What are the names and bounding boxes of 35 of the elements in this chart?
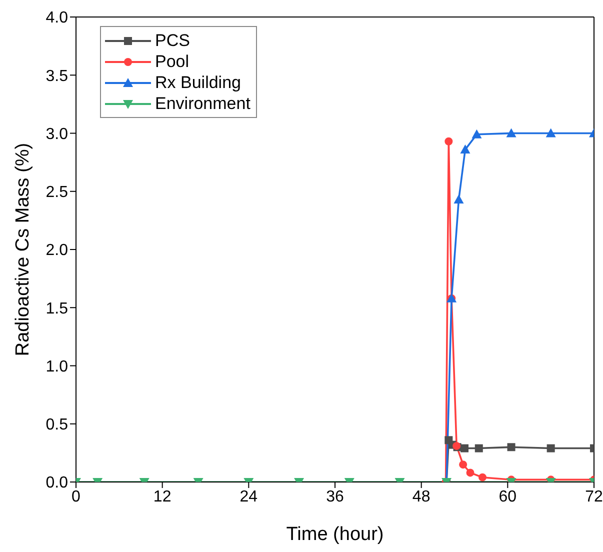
y-tick-label: 3.5 (46, 68, 68, 85)
y-axis-title: Radioactive Cs Mass (%) (12, 142, 34, 356)
y-tick-label: 3.0 (46, 126, 68, 143)
point (460, 144, 470, 154)
x-tick-label: 12 (153, 488, 172, 506)
y-tick-label: 1.5 (46, 300, 68, 318)
x-tick-label: 48 (412, 488, 430, 506)
x-axis-title: Time (hour) (286, 524, 384, 545)
point (478, 473, 486, 482)
x-tick-label: 72 (585, 488, 603, 506)
point (546, 444, 555, 452)
legend-label: Rx Building (155, 72, 241, 93)
point (472, 129, 482, 138)
point (546, 128, 556, 138)
point (444, 137, 453, 146)
y-tick-label: 4.0 (46, 10, 68, 27)
y-tick-label: 2.0 (46, 242, 68, 260)
x-tick-label: 60 (498, 488, 517, 506)
point (454, 194, 464, 204)
point (460, 444, 468, 452)
legend-label: Environment (155, 93, 250, 114)
point (507, 443, 516, 452)
point (459, 460, 468, 469)
legend-label: PCS (155, 30, 190, 51)
point (474, 444, 483, 452)
y-tick-label: 0.0 (46, 474, 68, 492)
legend-label: Pool (155, 51, 190, 72)
x-tick-label: 24 (240, 488, 258, 506)
y-tick-label: 0.5 (46, 416, 68, 434)
point (506, 128, 516, 138)
x-tick-label: 36 (326, 488, 344, 506)
x-tick-label: 0 (72, 488, 81, 506)
y-tick-label: 1.0 (46, 358, 68, 376)
y-tick-label: 2.5 (46, 184, 68, 202)
point (466, 468, 474, 477)
